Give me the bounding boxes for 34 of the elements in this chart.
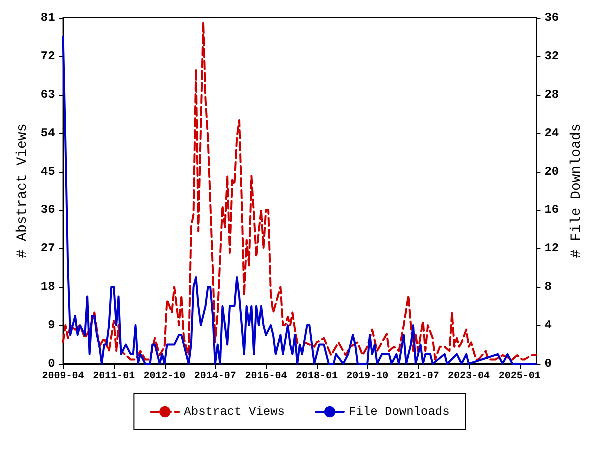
- y-tick-label: 36: [40, 203, 56, 218]
- x-tick-label: 2011-01: [93, 372, 136, 382]
- y-tick-label: 63: [40, 88, 56, 102]
- y-tick-label: 54: [40, 126, 56, 140]
- x-tick-label: 2018-01: [296, 372, 338, 382]
- legend-label: Abstract Views: [184, 405, 286, 419]
- y2-tick-label: 4: [544, 318, 552, 333]
- x-tick-label: 2025-01: [498, 372, 541, 382]
- y2-tick-label: 32: [544, 49, 560, 64]
- y2-tick-label: 28: [544, 88, 560, 102]
- y-tick-label: 45: [40, 164, 56, 179]
- x-tick-label: 2012-10: [144, 372, 186, 382]
- y2-tick-label: 20: [544, 164, 560, 179]
- y-tick-label: 81: [40, 11, 56, 25]
- y2-tick-label: 36: [544, 11, 560, 25]
- y-tick-label: 0: [48, 357, 56, 371]
- y-tick-label: 18: [40, 280, 56, 294]
- y-tick-label: 72: [40, 49, 56, 64]
- x-tick-label: 2019-10: [346, 372, 389, 382]
- y-axis-title: # Abstract Views: [15, 124, 31, 258]
- y-tick-label: 27: [40, 242, 56, 256]
- y2-tick-label: 24: [544, 126, 560, 140]
- y2-tick-label: 16: [544, 203, 560, 218]
- x-tick-label: 2021-07: [397, 372, 440, 382]
- x-tick-label: 2016-04: [245, 372, 288, 382]
- legend-label: File Downloads: [349, 405, 450, 419]
- y2-tick-label: 8: [544, 280, 552, 294]
- x-tick-label: 2014-07: [194, 372, 236, 382]
- y2-axis-title: # File Downloads: [569, 124, 585, 258]
- x-tick-label: 2009-04: [42, 372, 84, 382]
- y2-tick-label: 12: [544, 242, 560, 256]
- x-tick-label: 2023-04: [448, 372, 490, 382]
- y2-tick-label: 0: [544, 357, 552, 371]
- y-tick-label: 9: [48, 318, 56, 333]
